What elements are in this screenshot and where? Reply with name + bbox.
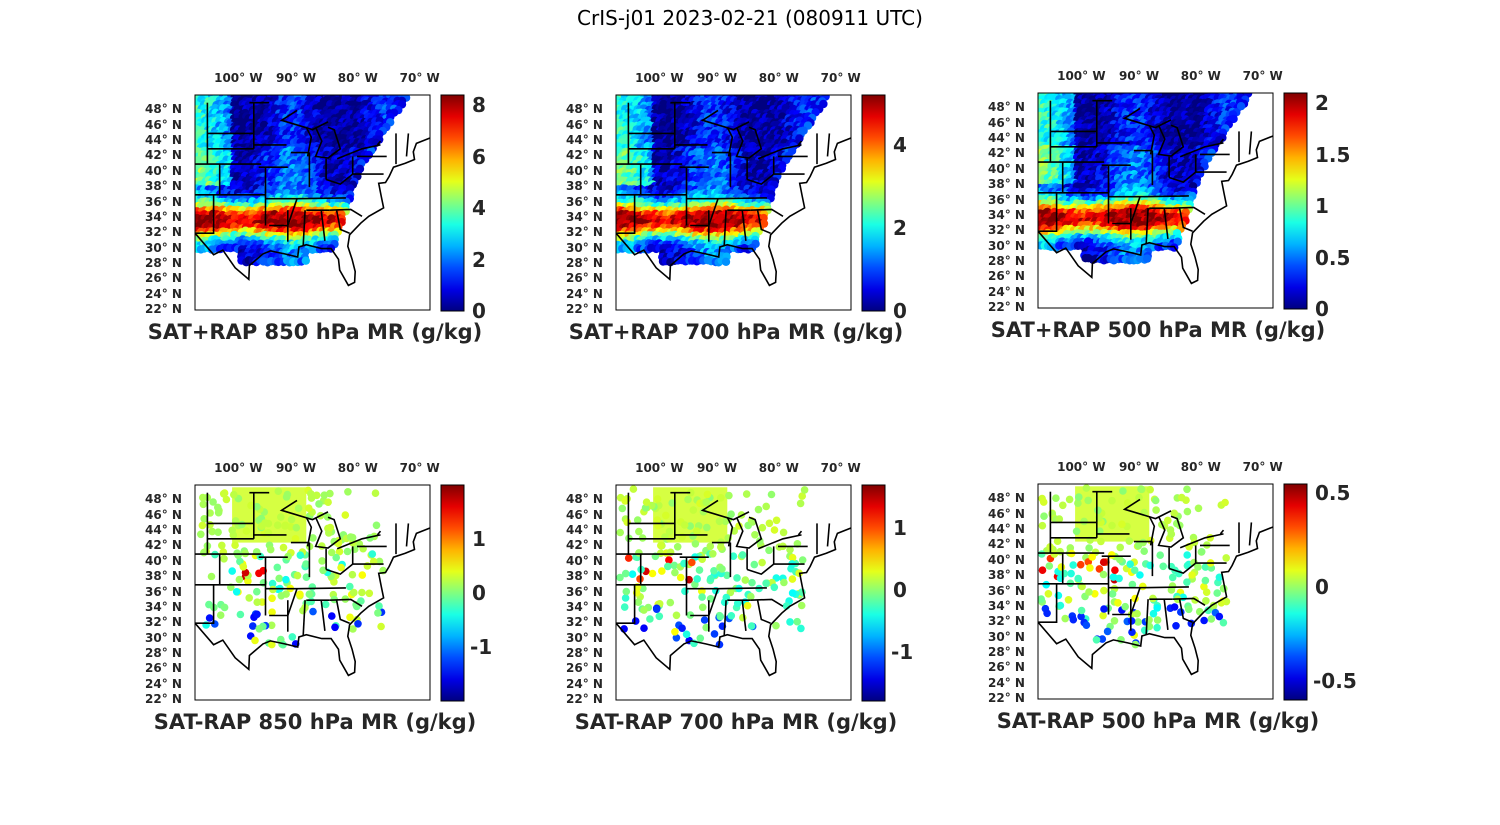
data-point — [1236, 102, 1246, 111]
figure-title: CrIS-j01 2023-02-21 (080911 UTC) — [577, 6, 923, 30]
data-field — [195, 95, 411, 267]
data-field — [616, 95, 830, 267]
panel-title: SAT+RAP 850 hPa MR (g/kg) — [147, 320, 483, 344]
state-line — [314, 126, 342, 159]
lat-tick-label: 44° N — [566, 133, 603, 148]
state-boundaries — [616, 101, 851, 287]
lat-tick-label: 40° N — [145, 163, 182, 178]
map-panel-sat-plus-rap-700: 100° W 90° W 80° W 70° W 48° N 46° N 44° N 42° … — [536, 55, 956, 385]
lat-tick-label: 30° N — [145, 240, 182, 255]
map-svg — [615, 94, 886, 312]
coastline — [616, 137, 851, 287]
state-line — [195, 194, 215, 234]
lat-tick-label: 38° N — [566, 179, 603, 194]
lon-tick-label: 80° W — [337, 71, 378, 85]
lat-tick-label: 22° N — [145, 302, 182, 316]
state-line — [335, 210, 350, 234]
state-line — [296, 197, 346, 200]
lon-tick-label: 100° W — [214, 71, 263, 85]
colorbar-tick-label: 8 — [472, 93, 486, 118]
colorbar-tick-label: 2 — [472, 247, 486, 272]
lat-tick-label: 32° N — [145, 225, 182, 240]
lat-tick-label: 34° N — [145, 209, 182, 224]
lat-tick-label: 30° N — [566, 240, 603, 255]
state-line — [700, 109, 750, 131]
state-line — [616, 194, 636, 234]
colorbar — [861, 94, 886, 312]
lon-tick-label: 80° W — [758, 71, 799, 85]
state-line — [723, 210, 727, 246]
state-line — [279, 109, 329, 131]
state-line — [741, 210, 747, 241]
colorbar-tick-label: 0 — [472, 299, 486, 323]
lat-tick-label: 38° N — [145, 179, 182, 194]
state-line — [329, 208, 363, 217]
lat-tick-label: 22° N — [566, 302, 603, 316]
lat-tick-label: 28° N — [566, 255, 603, 270]
lat-tick-label: 26° N — [145, 271, 182, 286]
state-line — [405, 133, 410, 157]
coastline — [195, 137, 430, 287]
state-line — [708, 198, 719, 226]
lat-tick-label: 46° N — [145, 117, 182, 132]
state-line — [305, 126, 313, 157]
lat-tick-label: 46° N — [566, 117, 603, 132]
lat-tick-label: 42° N — [566, 148, 603, 163]
lat-tick-label: 24° N — [145, 286, 182, 301]
data-point — [346, 184, 355, 193]
map-svg — [1037, 92, 1308, 310]
lat-tick-label: 32° N — [566, 225, 603, 240]
state-line — [302, 210, 306, 246]
data-point — [301, 256, 310, 265]
map-panel-sat-plus-rap-850: 100° W 90° W 80° W 70° W 48° N 46° N 44° N 42° … — [115, 55, 535, 385]
state-line — [320, 210, 326, 241]
lat-tick-label: 34° N — [566, 209, 603, 224]
lon-tick-label: 90° W — [275, 71, 317, 85]
state-line — [325, 173, 354, 185]
state-line — [717, 197, 767, 200]
colorbar-tick-label: 4 — [472, 196, 486, 221]
lat-tick-label: 36° N — [566, 194, 603, 209]
lat-tick-label: 48° N — [566, 102, 603, 117]
lat-tick-label: 48° N — [145, 102, 182, 117]
lon-tick-label: 70° W — [399, 71, 440, 85]
data-field — [1038, 93, 1253, 265]
state-line — [797, 140, 803, 146]
lat-tick-label: 36° N — [145, 194, 182, 209]
lon-tick-label: 90° W — [696, 71, 738, 85]
state-line — [336, 144, 381, 160]
state-line — [735, 126, 763, 159]
state-line — [750, 208, 784, 217]
lon-tick-label: 70° W — [820, 71, 861, 85]
state-line — [746, 173, 775, 185]
state-line — [757, 144, 802, 160]
map-svg — [194, 94, 465, 312]
map-frame — [194, 94, 431, 311]
lat-tick-label: 42° N — [145, 148, 182, 163]
lon-tick-label: 100° W — [635, 71, 684, 85]
state-boundaries — [195, 101, 430, 287]
state-line — [726, 126, 734, 157]
map-panel-sat-plus-rap-500: 100° W 90° W 80° W 70° W 48° N 46° N 44° N 42° … — [958, 53, 1378, 383]
data-point — [721, 257, 731, 266]
panel-title: SAT+RAP 700 hPa MR (g/kg) — [568, 320, 904, 344]
map-frame — [615, 94, 852, 311]
colorbar-tick-label: 4 — [893, 132, 907, 157]
state-line — [287, 198, 298, 226]
state-line — [826, 133, 831, 157]
colorbar-tick-label: 6 — [472, 144, 486, 169]
colorbar — [440, 94, 465, 312]
colorbar-tick-label: 2 — [893, 215, 907, 240]
lat-tick-label: 26° N — [566, 271, 603, 286]
lat-tick-label: 24° N — [566, 286, 603, 301]
lat-tick-label: 40° N — [566, 163, 603, 178]
lat-tick-label: 28° N — [145, 255, 182, 270]
colorbar-tick-label: 0 — [893, 299, 907, 323]
lat-tick-label: 44° N — [145, 133, 182, 148]
state-line — [756, 210, 771, 234]
state-line — [376, 140, 382, 146]
data-point — [1229, 114, 1238, 124]
